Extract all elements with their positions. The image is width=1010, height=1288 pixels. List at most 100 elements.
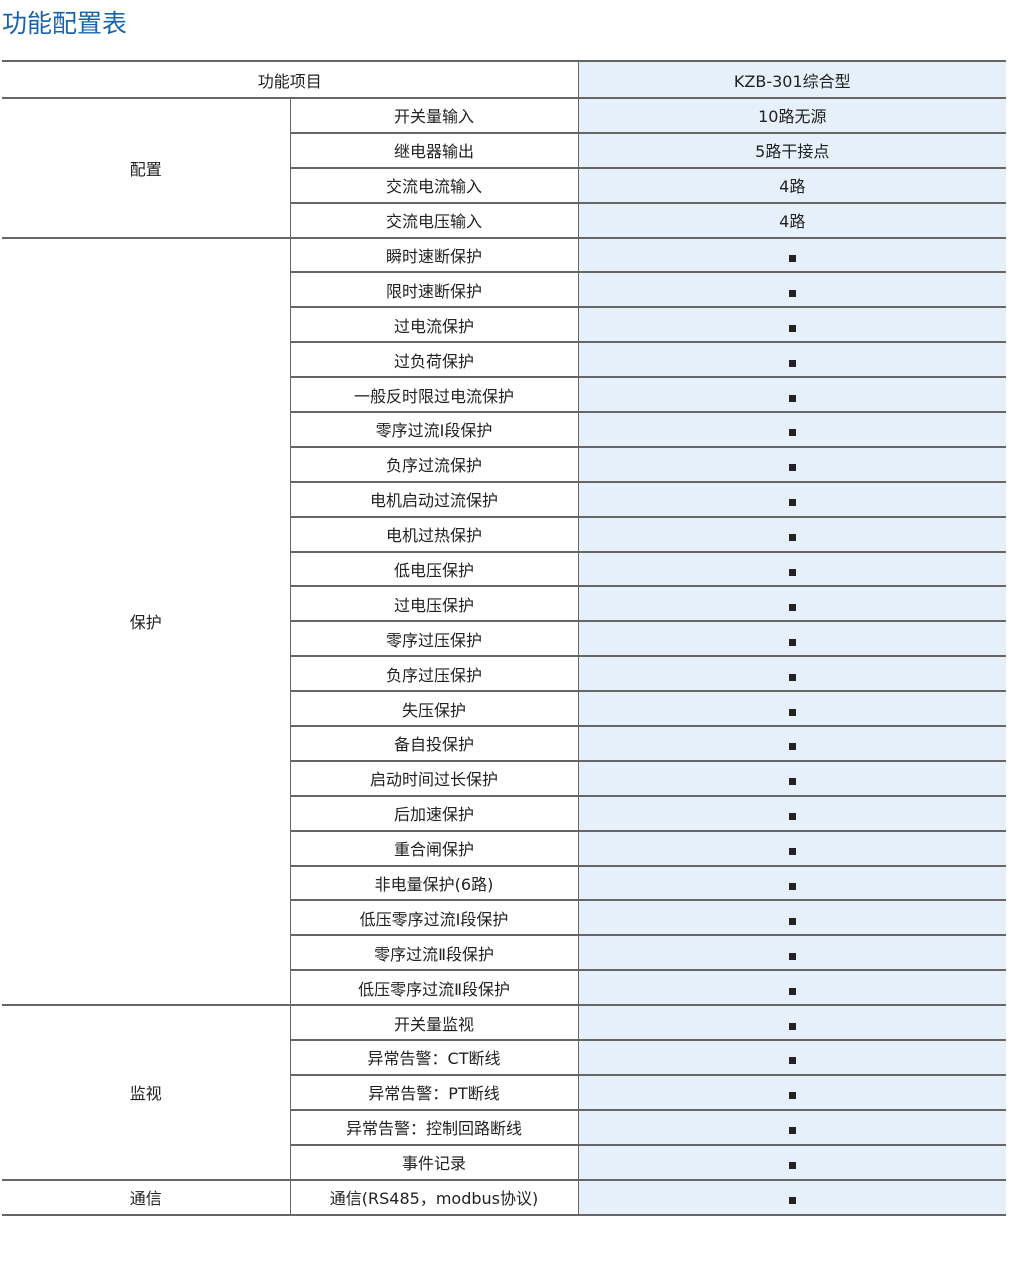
table-header-row: 功能项目 KZB-301综合型	[2, 60, 1007, 99]
item-cell: 瞬时速断保护	[289, 236, 579, 274]
item-cell: 备自投保护	[289, 725, 579, 762]
page-title: 功能配置表	[2, 9, 128, 38]
item-cell: 开关量输入	[289, 97, 579, 134]
value-cell	[577, 550, 1007, 588]
group-label: 配置	[2, 97, 290, 239]
supported-square-icon	[788, 848, 796, 856]
value-cell: 5路干接点	[577, 131, 1007, 169]
supported-square-icon	[788, 499, 796, 507]
item-cell: 电机启动过流保护	[289, 480, 579, 518]
item-cell: 零序过压保护	[289, 620, 579, 658]
item-cell: 交流电压输入	[289, 201, 579, 239]
supported-square-icon	[788, 289, 796, 297]
item-cell: 零序过流Ⅰ段保护	[289, 411, 579, 448]
item-cell: 开关量监视	[289, 1004, 579, 1042]
table-row: 负序过流保护	[2, 445, 1007, 483]
value-cell	[577, 271, 1007, 309]
table-row: 异常告警：控制回路断线	[2, 1108, 1007, 1146]
value-cell	[577, 1039, 1007, 1076]
value-cell	[577, 794, 1007, 832]
item-cell: 失压保护	[289, 690, 579, 728]
table-row: 低压零序过流Ⅰ段保护	[2, 899, 1007, 937]
table-row: 启动时间过长保护	[2, 759, 1007, 797]
table-row: 低电压保护	[2, 550, 1007, 588]
header-item: 功能项目	[2, 60, 579, 99]
supported-square-icon	[788, 255, 796, 262]
supported-square-icon	[788, 394, 796, 402]
item-cell: 通信(RS485，modbus协议)	[289, 1178, 579, 1216]
supported-square-icon	[788, 1092, 796, 1100]
table-row: 一般反时限过电流保护	[2, 376, 1007, 414]
value-cell	[577, 829, 1007, 867]
value-cell	[577, 759, 1007, 797]
supported-square-icon	[788, 324, 796, 332]
value-cell	[577, 1073, 1007, 1111]
item-cell: 异常告警：PT断线	[289, 1073, 579, 1111]
table-row: 备自投保护	[2, 725, 1007, 762]
supported-square-icon	[788, 464, 796, 472]
table-row: 异常告警：CT断线	[2, 1039, 1007, 1076]
value-cell	[577, 725, 1007, 762]
table-row: 零序过流Ⅰ段保护	[2, 411, 1007, 448]
supported-square-icon	[788, 1162, 796, 1170]
table-row: 重合闸保护	[2, 829, 1007, 867]
item-cell: 低电压保护	[289, 550, 579, 588]
value-cell: 4路	[577, 166, 1007, 204]
supported-square-icon	[788, 917, 796, 925]
supported-square-icon	[788, 673, 796, 681]
table-row: 负序过压保护	[2, 655, 1007, 693]
supported-square-icon	[788, 952, 796, 960]
group-label: 保护	[2, 236, 290, 1007]
group-label: 监视	[2, 1004, 290, 1181]
item-cell: 重合闸保护	[289, 829, 579, 867]
table-row: 异常告警：PT断线	[2, 1073, 1007, 1111]
table-row: 电机启动过流保护	[2, 480, 1007, 518]
item-cell: 启动时间过长保护	[289, 759, 579, 797]
value-cell	[577, 445, 1007, 483]
item-cell: 过负荷保护	[289, 341, 579, 379]
item-cell: 事件记录	[289, 1143, 579, 1181]
item-cell: 低压零序过流Ⅱ段保护	[289, 969, 579, 1007]
value-cell	[577, 655, 1007, 693]
item-cell: 电机过热保护	[289, 515, 579, 553]
value-cell	[577, 690, 1007, 728]
item-cell: 零序过流Ⅱ段保护	[289, 934, 579, 972]
table-row: 继电器输出 5路干接点	[2, 131, 1007, 169]
value-cell: 10路无源	[577, 97, 1007, 134]
table-row: 交流电压输入 4路	[2, 201, 1007, 239]
item-cell: 过电流保护	[289, 306, 579, 344]
item-cell: 非电量保护(6路)	[289, 864, 579, 902]
value-cell	[577, 585, 1007, 623]
item-cell: 交流电流输入	[289, 166, 579, 204]
value-cell	[577, 376, 1007, 414]
supported-square-icon	[788, 987, 796, 995]
value-cell	[577, 620, 1007, 658]
supported-square-icon	[788, 429, 796, 437]
value-cell	[577, 515, 1007, 553]
supported-square-icon	[788, 534, 796, 542]
supported-square-icon	[788, 883, 796, 891]
item-cell: 后加速保护	[289, 794, 579, 832]
value-cell: 4路	[577, 201, 1007, 239]
table-row: 配置 开关量输入 10路无源	[2, 97, 1007, 239]
supported-square-icon	[788, 1127, 796, 1135]
function-config-table: 功能项目 KZB-301综合型 配置 开关量输入 10路无源 继电器输出 5路干接点 交流…	[2, 60, 1007, 1216]
item-cell: 异常告警：控制回路断线	[289, 1108, 579, 1146]
item-cell: 负序过流保护	[289, 445, 579, 483]
table-row: 通信 通信(RS485，modbus协议)	[2, 1178, 1007, 1216]
table-row: 零序过压保护	[2, 620, 1007, 658]
item-cell: 一般反时限过电流保护	[289, 376, 579, 414]
supported-square-icon	[788, 813, 796, 821]
table-row: 后加速保护	[2, 794, 1007, 832]
value-cell	[577, 934, 1007, 972]
table-row: 监视 开关量监视	[2, 1004, 1007, 1181]
supported-square-icon	[788, 1197, 796, 1205]
item-cell: 过电压保护	[289, 585, 579, 623]
table-row: 非电量保护(6路)	[2, 864, 1007, 902]
item-cell: 负序过压保护	[289, 655, 579, 693]
table-row: 零序过流Ⅱ段保护	[2, 934, 1007, 972]
value-cell	[577, 341, 1007, 379]
value-cell	[577, 1108, 1007, 1146]
value-cell	[577, 1143, 1007, 1181]
value-cell	[577, 306, 1007, 344]
